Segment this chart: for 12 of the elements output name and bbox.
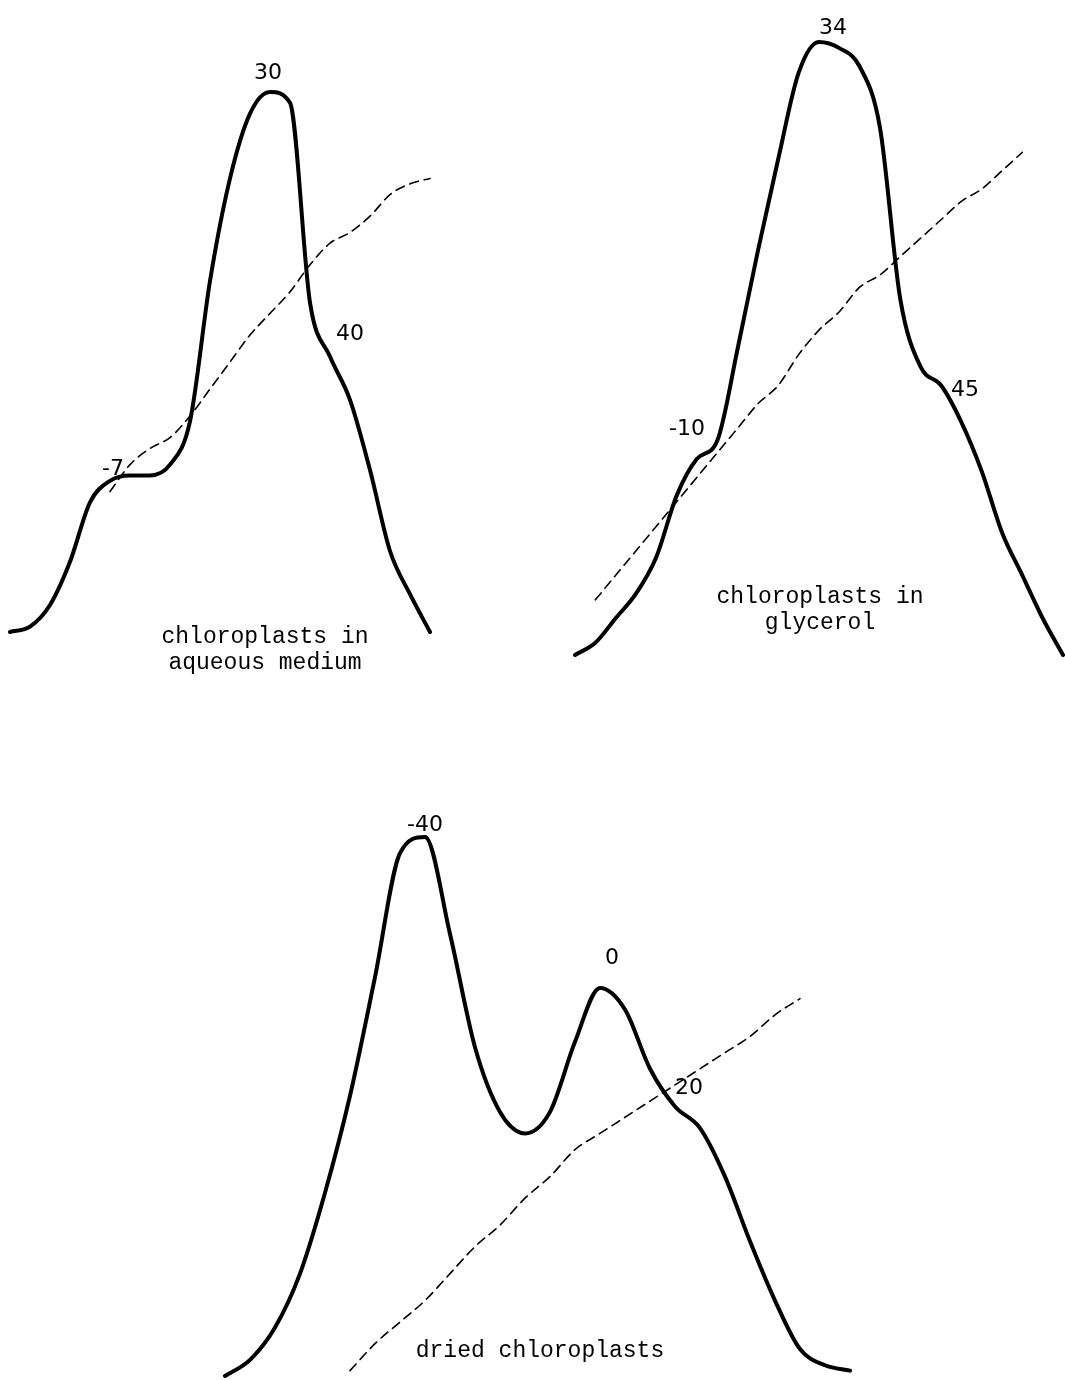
annotation: chloroplasts in aqueous medium <box>160 624 370 676</box>
annotation: 45 <box>951 376 979 402</box>
annotation: chloroplasts in glycerol <box>715 584 925 636</box>
text: 34 <box>819 14 847 40</box>
text: -40 <box>407 811 443 837</box>
text: 30 <box>254 59 282 85</box>
annotation: -7 <box>102 455 124 481</box>
annotation: -10 <box>669 415 705 441</box>
annotation: 0 <box>605 944 619 970</box>
annotation: dried chloroplasts <box>414 1338 666 1364</box>
annotation: 20 <box>675 1074 703 1100</box>
annotation: 40 <box>336 320 364 346</box>
